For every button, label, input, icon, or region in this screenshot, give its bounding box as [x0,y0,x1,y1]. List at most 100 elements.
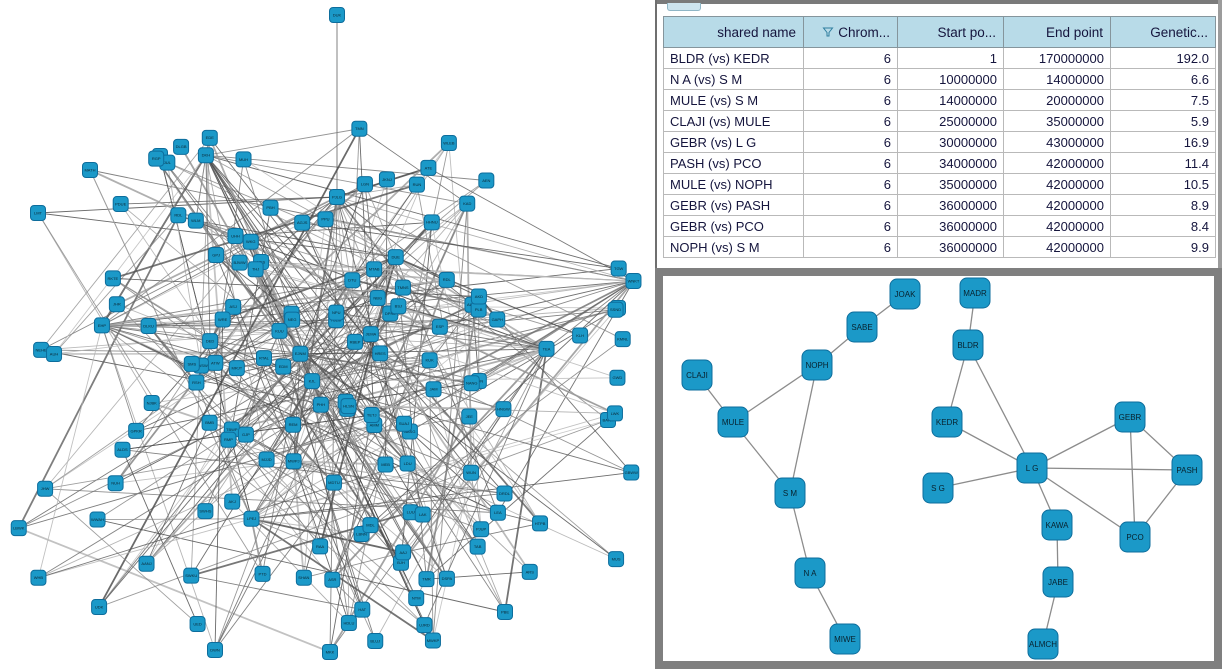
table-cell-chromosome[interactable]: 6 [803,131,898,153]
network-node[interactable]: NBG [369,290,386,307]
table-row[interactable]: GEBR (vs) L G 6 30000000 43000000 16.9 [663,131,1216,153]
table-cell-shared_name[interactable]: GEBR (vs) PCO [663,215,804,237]
table-cell-start_point[interactable]: 36000000 [897,236,1004,258]
network-node[interactable]: LBWK [10,520,27,537]
network-node[interactable]: HRES [372,345,389,362]
network-node[interactable]: NOPH [801,349,833,381]
network-node[interactable]: GEBR [1114,401,1146,433]
network-node[interactable]: ATW [207,354,224,371]
network-node[interactable]: JKNJ [378,171,395,188]
network-node[interactable]: WLEB [440,135,457,152]
network-node[interactable]: JEMA [362,326,379,343]
network-node[interactable]: THJ [247,261,264,278]
network-node[interactable]: HLSN [340,398,357,415]
network-node[interactable]: AAJ [395,544,412,561]
network-node[interactable]: HHNU [423,214,440,231]
network-node[interactable]: AEN [478,172,495,189]
table-row[interactable]: N A (vs) S M 6 10000000 14000000 6.6 [663,68,1216,90]
network-node[interactable]: S M [774,477,806,509]
network-node[interactable]: JOAK [889,278,921,310]
network-node[interactable]: MUH [235,151,252,168]
table-cell-end_point[interactable]: 35000000 [1003,110,1111,132]
table-header-cell-shared_name[interactable]: shared name [663,16,804,48]
network-node[interactable]: HDLU [340,614,357,631]
table-cell-genetic[interactable]: 7.5 [1110,89,1216,111]
network-node[interactable]: WHB [30,569,47,586]
network-node[interactable]: DTU [344,272,361,289]
table-row[interactable]: GEBR (vs) PASH 6 36000000 42000000 8.9 [663,194,1216,216]
network-node[interactable]: AGJS [294,214,311,231]
table-cell-genetic[interactable]: 8.9 [1110,194,1216,216]
table-header-cell-start_point[interactable]: Start po... [897,16,1004,48]
network-node[interactable]: GPJ [208,246,225,263]
table-cell-end_point[interactable]: 42000000 [1003,173,1111,195]
network-node[interactable]: KEDR [931,406,963,438]
network-node[interactable]: KUU [271,322,288,339]
network-node[interactable]: MULE [717,406,749,438]
network-node[interactable]: NEG [284,311,301,328]
network-node[interactable]: AKJ [224,493,241,510]
overview-network-canvas[interactable]: DUKPJLGLMTMATHAJSSREDWNMKKPBEBAAHHRESSWK… [0,0,653,669]
table-cell-start_point[interactable]: 10000000 [897,68,1004,90]
network-node[interactable]: PHH [312,396,329,413]
network-node[interactable]: WUN [463,464,480,481]
network-node[interactable]: GPKR [128,422,145,439]
network-node[interactable]: WNKT [625,273,642,290]
network-node[interactable]: BMB [201,414,218,431]
table-cell-chromosome[interactable]: 6 [803,89,898,111]
network-node[interactable]: PJLG [329,189,345,205]
network-node[interactable]: JHW [37,480,54,497]
detail-network-canvas[interactable]: JOAK SABE NOPH CLAJI MULE S M N A MIWE MADR BLDR K… [663,276,1214,661]
network-node[interactable]: REM [285,416,302,433]
network-node[interactable]: GAPH [489,311,506,328]
network-node[interactable]: RSH [188,374,205,391]
table-cell-end_point[interactable]: 42000000 [1003,152,1111,174]
network-node[interactable]: NANG [463,375,480,392]
network-node[interactable]: MJJD [258,451,275,468]
network-node[interactable]: RBEP [347,333,364,350]
table-cell-shared_name[interactable]: GEBR (vs) L G [663,131,804,153]
table-row[interactable]: GEBR (vs) PCO 6 36000000 42000000 8.4 [663,215,1216,237]
network-node[interactable]: PBE [497,604,513,620]
table-header-cell-end_point[interactable]: End point [1003,16,1111,48]
network-node[interactable]: BLUJ [367,633,384,650]
network-node[interactable]: WRE [214,311,231,328]
network-node[interactable]: BSJ [390,298,407,315]
network-node[interactable]: ALDS [114,441,131,458]
table-cell-start_point[interactable]: 1 [897,47,1004,69]
network-node[interactable]: MATH [82,162,98,178]
table-cell-start_point[interactable]: 30000000 [897,131,1004,153]
network-node[interactable]: KAD [459,195,476,212]
network-edge[interactable] [967,344,1033,469]
table-header-cell-chromosome[interactable]: Chrom... [803,16,898,48]
network-node[interactable]: BLDR [952,329,984,361]
network-node[interactable]: JHR [108,296,125,313]
network-node[interactable]: UDK [91,599,108,616]
network-node[interactable]: MDL [362,517,379,534]
network-node[interactable]: S G [922,472,954,504]
network-node[interactable]: GWD [609,369,626,386]
table-cell-end_point[interactable]: 42000000 [1003,194,1111,216]
table-cell-genetic[interactable]: 8.4 [1110,215,1216,237]
network-node[interactable]: RAA [312,538,329,555]
table-row[interactable]: PASH (vs) PCO 6 34000000 42000000 11.4 [663,152,1216,174]
network-node[interactable]: RUN [408,176,425,193]
network-node[interactable]: DED [202,333,219,350]
network-node[interactable]: DRDL [496,485,513,502]
table-cell-genetic[interactable]: 11.4 [1110,152,1216,174]
network-node[interactable]: SABE [846,311,878,343]
table-cell-shared_name[interactable]: BLDR (vs) KEDR [663,47,804,69]
network-node[interactable]: ARS [521,563,538,580]
network-node[interactable]: SHAN [295,569,312,586]
network-node[interactable]: HTPB [532,515,549,532]
network-edge[interactable] [1129,416,1136,538]
network-node[interactable]: RDL [170,207,187,224]
network-node[interactable]: NJBK [143,394,160,411]
table-cell-genetic[interactable]: 9.9 [1110,236,1216,258]
network-node[interactable]: SWKU [183,567,200,584]
network-node[interactable]: HAT [354,601,371,618]
table-cell-shared_name[interactable]: GEBR (vs) PASH [663,194,804,216]
table-cell-shared_name[interactable]: N A (vs) S M [663,68,804,90]
network-node[interactable]: PTD [254,565,271,582]
table-cell-end_point[interactable]: 170000000 [1003,47,1111,69]
